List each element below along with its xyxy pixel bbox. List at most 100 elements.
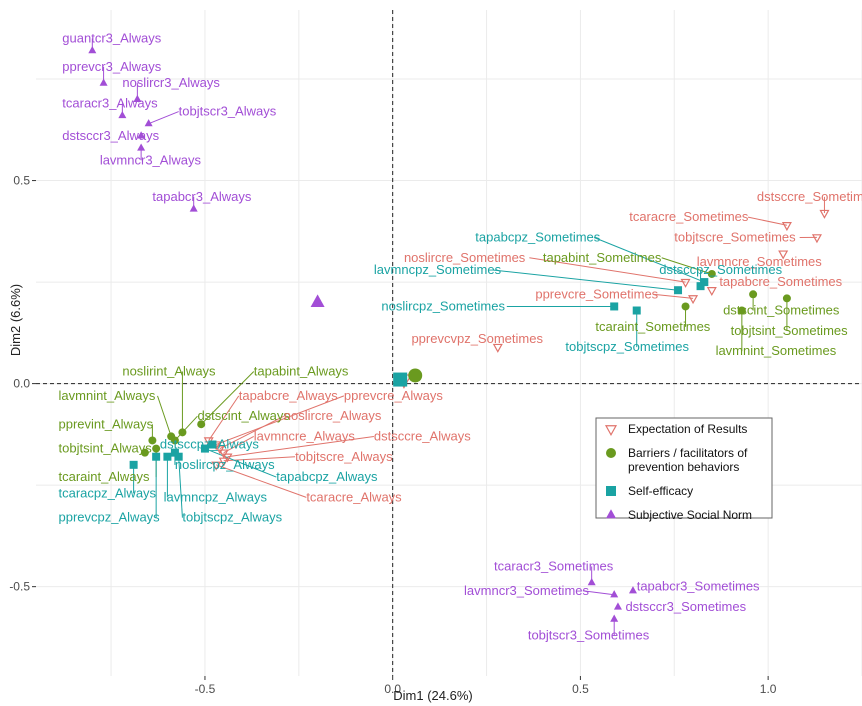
- point-label: lavmnint_Always: [59, 388, 156, 403]
- point-marker: [88, 46, 97, 54]
- point-label: pprevcvpz_Sometimes: [411, 331, 543, 346]
- point-label: tobjtscr3_Sometimes: [528, 627, 650, 642]
- point-label: tcaracpz_Always: [59, 485, 157, 500]
- legend-key: [604, 425, 618, 436]
- point-marker: [140, 448, 149, 457]
- point-marker: [700, 278, 709, 287]
- label-connector: [529, 257, 686, 283]
- y-tick-label: 0.0: [13, 377, 30, 391]
- point-label: noslircre_Always: [284, 408, 382, 423]
- point-label: tcaraint_Sometimes: [595, 319, 710, 334]
- point-label: dstsccpz_Always: [160, 437, 259, 452]
- point-label: tobjtscre_Sometimes: [674, 229, 796, 244]
- point-label: dstsccpz_Sometimes: [659, 262, 782, 277]
- point-label: tcaraint_Always: [59, 469, 151, 484]
- point-marker: [696, 282, 705, 291]
- point-label: tapabint_Sometimes: [543, 250, 662, 265]
- legend-entry: Subjective Social Norm: [628, 508, 752, 522]
- point-marker: [152, 452, 161, 461]
- point-label: tapabcpz_Sometimes: [475, 229, 601, 244]
- label-connector: [582, 590, 615, 596]
- point-marker: [819, 209, 830, 219]
- legend: Expectation of Results Barriers / facilit…: [595, 417, 773, 522]
- point-marker: [674, 286, 683, 295]
- label-connector: [492, 269, 679, 291]
- point-label: dstscint_Always: [197, 408, 290, 423]
- label-connector: [204, 448, 277, 478]
- points: [88, 46, 830, 622]
- label-connector: [208, 395, 240, 441]
- legend-key: [606, 509, 616, 519]
- point-label: noslirint_Always: [122, 363, 216, 378]
- point-label: tapabcre_Always: [239, 388, 338, 403]
- label-connector: [661, 257, 712, 275]
- point-label: pprevcr3_Always: [62, 59, 161, 74]
- point-label: lavmncre_Sometimes: [697, 254, 822, 269]
- point-marker: [208, 440, 217, 449]
- point-marker: [197, 420, 206, 429]
- point-label: tcaracr3_Sometimes: [494, 558, 614, 573]
- point-marker: [152, 444, 161, 453]
- point-label: dstsccre_Sometimes: [757, 189, 862, 204]
- point-label: tapabcpz_Always: [276, 469, 378, 484]
- point-label: tapabcr3_Always: [152, 189, 251, 204]
- point-marker: [163, 452, 172, 461]
- point-label: noslircpz_Always: [175, 457, 275, 472]
- point-label: tapabcr3_Sometimes: [637, 579, 760, 594]
- label-connector: [654, 293, 694, 299]
- point-label: pprevcre_Always: [344, 388, 443, 403]
- y-axis-label: Dim2 (6.6%): [8, 284, 23, 356]
- point-label: tobjtsint_Always: [59, 441, 153, 456]
- point-label: tcaracre_Sometimes: [629, 209, 749, 224]
- point-labels: guantcr3_Always pprevcr3_Alwaysnoslircr3_…: [59, 30, 862, 642]
- point-marker: [781, 222, 792, 232]
- x-tick-label: 0.0: [384, 682, 401, 696]
- label-connector: [219, 415, 285, 450]
- point-label: guantcr3_Always: [62, 30, 161, 45]
- x-tick-label: 1.0: [760, 682, 777, 696]
- point-marker: [610, 614, 619, 622]
- point-marker: [137, 143, 146, 151]
- reference-lines: [36, 10, 862, 676]
- point-marker: [811, 234, 822, 244]
- label-connector: [174, 415, 198, 441]
- point-marker: [680, 278, 691, 288]
- point-label: pprevcre_Sometimes: [535, 286, 658, 301]
- point-label: tobjtscpz_Always: [182, 510, 282, 525]
- point-label: dstsccr3_Sometimes: [625, 599, 746, 614]
- legend-entry: Expectation of Results: [628, 422, 747, 436]
- point-label: tapabcre_Sometimes: [719, 274, 842, 289]
- point-label: noslircr3_Always: [122, 75, 220, 90]
- label-connector: [216, 464, 307, 498]
- label-connector: [223, 436, 255, 454]
- point-label: lavmncpz_Sometimes: [374, 262, 502, 277]
- point-label: lavmncr3_Always: [100, 152, 202, 167]
- point-marker: [148, 436, 157, 445]
- point-label: lavmnint_Sometimes: [716, 343, 837, 358]
- point-marker: [133, 94, 142, 102]
- point-marker: [129, 460, 138, 469]
- point-marker: [137, 131, 146, 139]
- x-tick-label: 0.5: [572, 682, 589, 696]
- point-marker: [99, 78, 108, 86]
- point-label: tobjtscr3_Always: [179, 104, 277, 119]
- axes: -0.5 0.0 0.5 1.0 -0.5 0.0 0.5: [9, 174, 776, 696]
- point-marker: [610, 302, 619, 311]
- point-label: lavmncr3_Sometimes: [464, 583, 589, 598]
- point-marker: [681, 302, 690, 311]
- point-label: dstsccre_Always: [374, 428, 471, 443]
- legend-entry: Barriers / facilitators of: [628, 446, 748, 460]
- point-label: tobjtscpz_Sometimes: [565, 339, 689, 354]
- y-tick-label: 0.5: [13, 174, 30, 188]
- point-label: noslircpz_Sometimes: [381, 299, 505, 314]
- point-label: tcaracr3_Always: [62, 95, 158, 110]
- label-connector: [157, 395, 172, 437]
- point-marker: [492, 343, 503, 353]
- label-connector: [178, 456, 183, 518]
- point-marker: [587, 577, 596, 586]
- point-label: pprevcpz_Always: [59, 510, 161, 525]
- point-marker: [628, 586, 637, 594]
- legend-entry: Self-efficacy: [628, 484, 693, 498]
- label-connector: [227, 435, 374, 458]
